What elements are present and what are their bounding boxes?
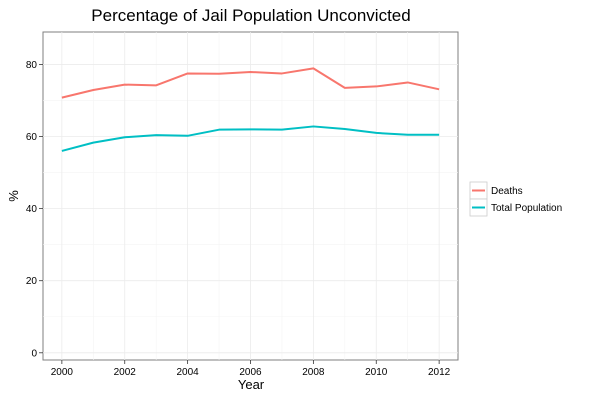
x-tick-label: 2012 [428, 367, 451, 378]
x-tick-label: 2000 [51, 367, 74, 378]
series-line-deaths [61, 67, 440, 99]
y-tick-label: 0 [31, 348, 37, 359]
legend-label: Deaths [491, 186, 523, 197]
y-axis: 0 20 40 60 80 [26, 60, 43, 359]
x-tick-label: 2006 [239, 367, 262, 378]
legend-label: Total Population [491, 203, 562, 214]
x-tick-label: 2004 [176, 367, 199, 378]
y-tick-label: 40 [26, 204, 38, 215]
y-tick-label: 60 [26, 132, 38, 143]
x-tick-label: 2002 [114, 367, 137, 378]
legend-item: Total Population [469, 198, 562, 217]
legend-item: Deaths [469, 181, 523, 200]
x-tick-label: 2010 [365, 367, 388, 378]
y-tick-label: 80 [26, 60, 38, 71]
plot-panel [42, 31, 459, 361]
x-axis: 2000 2002 2004 2006 2008 2010 2012 [51, 360, 451, 378]
y-tick-label: 20 [26, 276, 38, 287]
y-axis-label: % [6, 190, 21, 202]
series-line-total-population [61, 125, 440, 152]
legend: Deaths Total Population [469, 181, 562, 217]
x-tick-label: 2008 [302, 367, 325, 378]
major-gridlines [43, 32, 458, 360]
chart-title: Percentage of Jail Population Unconvicte… [91, 6, 410, 25]
x-axis-label: Year [238, 377, 265, 392]
series-lines [61, 67, 440, 152]
